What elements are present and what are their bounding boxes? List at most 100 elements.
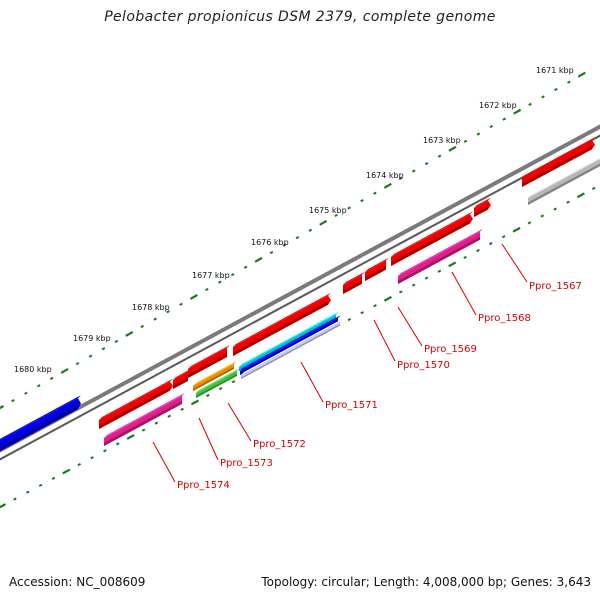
gene-label: Ppro_1567 <box>529 281 582 292</box>
tick-mark <box>512 226 521 233</box>
tick-mark <box>501 235 506 239</box>
tick-mark <box>566 200 570 204</box>
leader-line <box>300 361 324 403</box>
gene-feature <box>173 368 191 389</box>
backbone-line <box>0 124 600 453</box>
gene-feature <box>365 257 389 281</box>
tick-mark <box>424 161 429 166</box>
tick-mark <box>373 191 377 195</box>
gene-feature <box>196 367 240 398</box>
gene-feature <box>0 395 81 452</box>
tick-mark <box>360 199 364 203</box>
gene-feature <box>99 378 173 429</box>
tick-mark <box>308 228 313 232</box>
tick-mark <box>115 442 120 446</box>
tick-mark <box>269 250 274 255</box>
gene-label: Ppro_1568 <box>478 313 531 324</box>
gene-feature <box>241 318 343 379</box>
tick-mark <box>541 95 545 99</box>
gene-feature <box>233 292 331 356</box>
tick-mark <box>101 347 106 351</box>
tick-mark <box>373 304 377 308</box>
tick-mark <box>398 290 403 294</box>
tick-mark <box>476 248 480 253</box>
tick-mark <box>0 405 5 410</box>
tick-mark <box>141 428 146 432</box>
kbp-labels: 1671 kbp 1672 kbp 1673 kbp 1674 kbp 1675 kbp… <box>14 66 574 374</box>
outer-tick-track <box>0 71 586 410</box>
tick-mark <box>218 387 223 391</box>
tick-mark <box>527 221 532 225</box>
leader-line <box>198 417 219 461</box>
tick-mark <box>502 117 507 121</box>
tick-mark <box>180 407 184 411</box>
backbone-line <box>0 134 600 461</box>
gene-feature <box>193 360 237 391</box>
tick-mark <box>463 255 467 260</box>
tick-mark <box>36 384 41 388</box>
leader-line <box>501 243 528 283</box>
gene-labels: Ppro_1567 Ppro_1568 Ppro_1569 Ppro_1570 Ppro… <box>177 281 582 491</box>
tick-mark <box>49 376 54 380</box>
tick-mark <box>448 261 457 268</box>
tick-mark <box>437 154 442 158</box>
map-title: Pelobacter propionicus DSM 2379, complet… <box>104 9 496 25</box>
tick-mark <box>190 399 200 406</box>
tick-mark <box>154 421 159 425</box>
tick-mark <box>217 280 222 284</box>
tick-mark <box>205 287 209 292</box>
tick-mark <box>231 380 236 384</box>
tick-mark <box>24 391 28 395</box>
kbp-label: 1675 kbp <box>309 206 347 215</box>
tick-mark <box>553 207 557 211</box>
tick-mark <box>383 182 392 189</box>
tick-mark <box>554 87 558 92</box>
tick-mark <box>103 449 107 453</box>
tick-mark <box>424 276 429 280</box>
tick-mark <box>489 124 494 129</box>
tick-mark <box>282 243 287 247</box>
tick-mark <box>230 273 235 277</box>
gene-feature <box>528 157 600 205</box>
tick-mark <box>476 132 481 136</box>
tick-mark <box>254 256 263 263</box>
tick-mark <box>540 214 545 218</box>
tick-mark <box>75 361 80 366</box>
tick-mark <box>513 108 522 115</box>
tick-mark <box>437 269 442 273</box>
leader-line <box>397 306 423 347</box>
gene-label: Ppro_1574 <box>177 480 230 491</box>
tick-mark <box>243 265 248 269</box>
gene-features <box>0 137 600 452</box>
tick-mark <box>11 398 15 403</box>
tick-mark <box>360 311 364 315</box>
kbp-label: 1676 kbp <box>251 238 289 247</box>
tick-mark <box>591 186 596 190</box>
tick-mark <box>114 339 119 343</box>
tick-mark <box>398 176 403 181</box>
tick-mark <box>347 317 352 322</box>
genome-backbone <box>0 124 600 461</box>
tick-mark <box>489 242 493 246</box>
tick-mark <box>13 497 17 501</box>
tick-mark <box>347 206 351 210</box>
tick-mark <box>319 219 328 226</box>
tick-mark <box>62 468 71 475</box>
gene-feature <box>391 211 473 266</box>
tick-mark <box>463 139 468 143</box>
tick-mark <box>90 456 94 460</box>
kbp-label: 1677 kbp <box>192 271 230 280</box>
kbp-label: 1673 kbp <box>423 136 461 145</box>
gene-feature <box>188 344 230 378</box>
tick-mark <box>166 310 170 314</box>
tick-mark <box>25 490 30 494</box>
tick-mark <box>411 169 416 173</box>
gene-feature <box>398 228 483 284</box>
accession-text: Accession: NC_008609 <box>9 575 146 589</box>
tick-mark <box>88 354 93 358</box>
tick-mark <box>528 102 532 106</box>
gene-label: Ppro_1573 <box>220 458 273 469</box>
gene-feature <box>343 271 365 294</box>
tick-mark <box>567 80 571 84</box>
